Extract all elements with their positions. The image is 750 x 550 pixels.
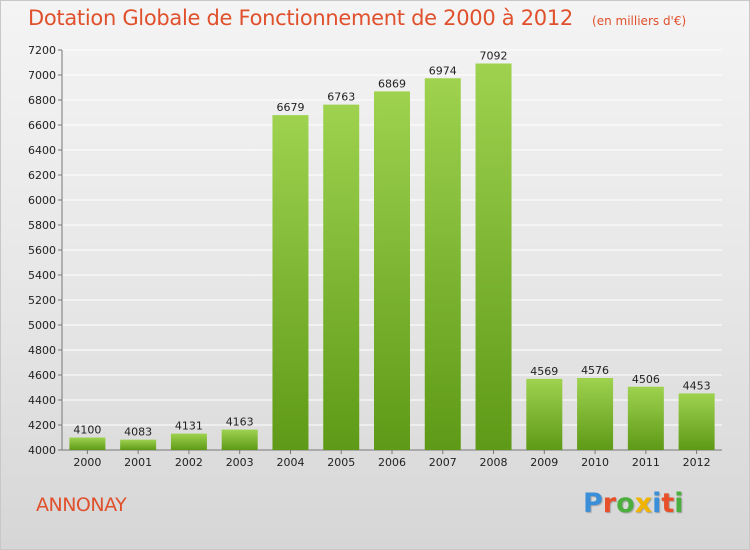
x-tick-label: 2003 <box>226 456 254 469</box>
bar <box>424 78 461 450</box>
bar-value-label: 6869 <box>378 77 406 90</box>
y-tick-label: 6000 <box>28 194 56 207</box>
bar <box>374 91 410 450</box>
y-tick-label: 4600 <box>28 369 56 382</box>
y-tick-label: 7200 <box>28 44 56 57</box>
y-tick-label: 4000 <box>28 444 56 457</box>
bar-value-label: 4131 <box>175 420 203 433</box>
logo-letter: t <box>661 488 675 519</box>
bar <box>272 115 309 450</box>
commune-name: ANNONAY <box>36 494 127 516</box>
x-tick-label: 2007 <box>429 456 457 469</box>
bar <box>678 393 715 450</box>
x-tick-label: 2009 <box>530 456 558 469</box>
x-tick-label: 2000 <box>73 456 101 469</box>
bar <box>475 63 512 450</box>
bar-value-label: 4576 <box>581 364 609 377</box>
y-tick-label: 6600 <box>28 119 56 132</box>
x-tick-label: 2006 <box>378 456 406 469</box>
x-tick-label: 2012 <box>683 456 711 469</box>
y-tick-label: 7000 <box>28 69 56 82</box>
y-tick-label: 5000 <box>28 319 56 332</box>
x-tick-label: 2005 <box>327 456 355 469</box>
logo-letter: i <box>652 488 662 519</box>
chart-header: Dotation Globale de Fonctionnement de 20… <box>28 6 686 30</box>
bar <box>120 439 157 450</box>
y-tick-label: 6800 <box>28 94 56 107</box>
x-tick-label: 2004 <box>276 456 304 469</box>
logo-letter: x <box>634 488 653 519</box>
y-tick-label: 5800 <box>28 219 56 232</box>
bar-value-label: 4083 <box>124 426 152 439</box>
bar-value-label: 4453 <box>683 379 711 392</box>
x-tick-label: 2008 <box>480 456 508 469</box>
bar <box>627 386 664 450</box>
bar <box>526 378 563 450</box>
bar-value-label: 4100 <box>73 424 101 437</box>
y-tick-label: 5400 <box>28 269 56 282</box>
y-tick-label: 4200 <box>28 419 56 432</box>
y-tick-label: 5600 <box>28 244 56 257</box>
y-tick-label: 4400 <box>28 394 56 407</box>
bar <box>323 104 360 450</box>
y-tick-label: 6400 <box>28 144 56 157</box>
chart-subtitle: (en milliers d'€) <box>592 14 687 28</box>
proxiti-logo[interactable]: Proxiti <box>583 488 684 519</box>
x-tick-label: 2010 <box>581 456 609 469</box>
bar-value-label: 6679 <box>276 101 304 114</box>
bar-value-label: 4569 <box>530 365 558 378</box>
bar-value-label: 6974 <box>429 64 457 77</box>
bar <box>170 433 207 450</box>
bar-value-label: 4506 <box>632 373 660 386</box>
bar-value-label: 7092 <box>480 50 508 63</box>
labels: 4000 4200 4400 4600 4800 5000 5200 5400 5600 5800… <box>28 44 711 469</box>
logo-letter: o <box>616 488 635 519</box>
x-tick-label: 2001 <box>124 456 152 469</box>
bars <box>69 63 715 450</box>
bar <box>221 429 258 450</box>
bar-value-label: 6763 <box>327 91 355 104</box>
bar-value-label: 4163 <box>226 416 254 429</box>
logo-letter: i <box>674 488 684 519</box>
logo-letter: r <box>602 488 617 519</box>
bar <box>577 378 614 450</box>
bar <box>69 437 106 450</box>
chart-title: Dotation Globale de Fonctionnement de 20… <box>28 6 573 30</box>
y-tick-label: 6200 <box>28 169 56 182</box>
y-tick-label: 5200 <box>28 294 56 307</box>
x-tick-label: 2002 <box>175 456 203 469</box>
y-tick-label: 4800 <box>28 344 56 357</box>
logo-letter: P <box>583 488 603 519</box>
x-tick-label: 2011 <box>632 456 660 469</box>
